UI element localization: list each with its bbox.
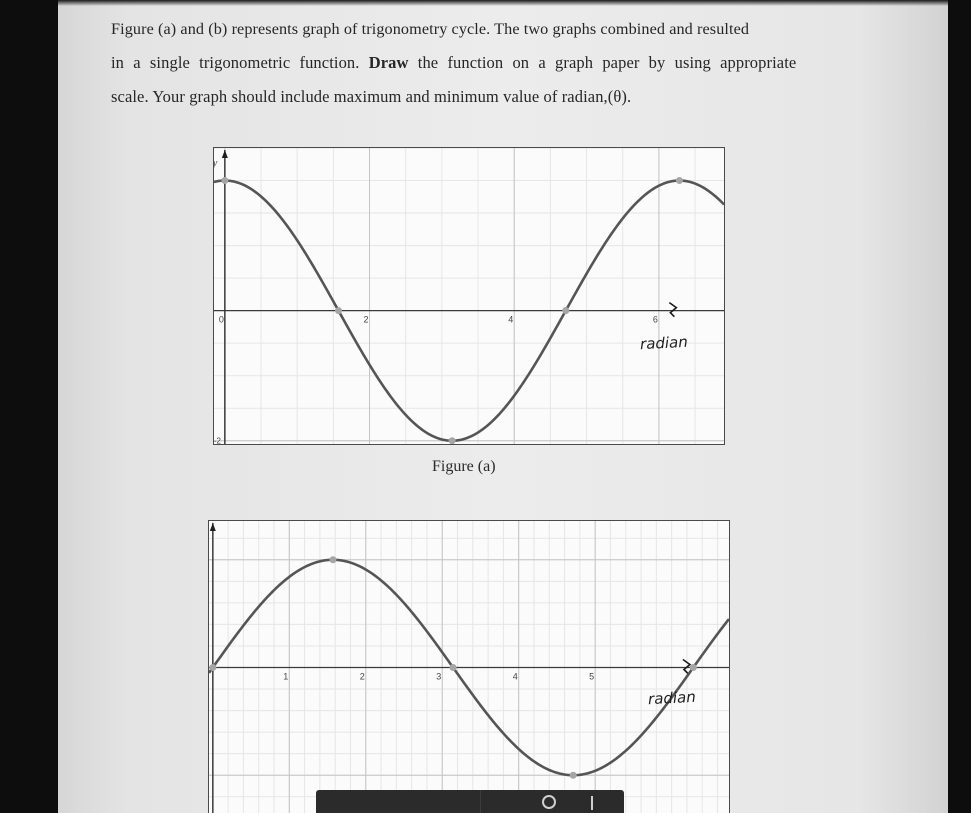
zoom-icon[interactable]: [542, 795, 556, 809]
figure-b-radian-annotation: radian: [647, 687, 697, 709]
more-options-icon[interactable]: [591, 796, 593, 810]
figure-b-key-point: [569, 771, 577, 779]
figure-b-x-tick-label: 4: [513, 672, 518, 682]
figure-a-curve: [214, 179, 724, 443]
figure-b-key-point: [689, 664, 697, 671]
figure-a-plot: y 0 2 4 6 -2: [214, 148, 724, 444]
figure-a-graph: y 0 2 4 6 -2: [213, 147, 725, 445]
figure-b-graph: y123455-5: [208, 520, 730, 813]
figure-a-key-point: [334, 307, 342, 315]
figure-a-y-axis-label: y: [214, 158, 218, 169]
figure-a-y-tick-label: -2: [214, 437, 222, 444]
figure-a-y-axis-arrow: [221, 150, 228, 158]
question-line-1: Figure (a) and (b) represents graph of t…: [111, 20, 750, 38]
question-text: Figure (a) and (b) represents graph of t…: [111, 12, 831, 114]
figure-a-key-point: [448, 437, 456, 444]
figure-a-key-point: [675, 177, 683, 185]
figure-b-x-tick-label: 5: [589, 672, 594, 682]
page-navigation[interactable]: [316, 790, 481, 813]
figure-b-x-tick-label: 1: [283, 672, 288, 682]
figure-b-key-point: [329, 556, 337, 564]
document-page: Figure (a) and (b) represents graph of t…: [58, 0, 948, 813]
figure-b-x-axis-arrow: [682, 658, 692, 675]
figure-b-x-tick-label: 3: [436, 672, 441, 682]
figure-b-x-tick-label: 2: [360, 672, 365, 682]
question-line-2: in a single trigonometric function. Draw…: [111, 53, 797, 72]
figure-b-curve: [209, 558, 729, 777]
figure-a-x-tick-label: 0: [219, 315, 224, 325]
figure-a-radian-annotation: radian: [639, 332, 689, 354]
figure-a-x-axis-arrow: [668, 301, 678, 318]
figure-a-key-point: [562, 307, 570, 315]
figure-b-y-axis-arrow: [209, 523, 216, 531]
question-line-3: scale. Your graph should include maximum…: [111, 87, 632, 106]
figure-a-caption: Figure (a): [432, 458, 496, 475]
figure-a-key-point: [221, 177, 229, 185]
figure-b-key-point: [449, 664, 457, 671]
figure-b-plot: y123455-5: [209, 521, 729, 813]
draw-keyword: Draw: [368, 53, 409, 72]
figure-a-x-tick-label: 2: [364, 315, 369, 325]
figure-a-x-tick-label: 6: [653, 315, 658, 325]
figure-b-key-point: [209, 664, 217, 671]
figure-a-x-tick-label: 4: [508, 315, 513, 325]
pdf-viewer-toolbar[interactable]: [316, 790, 624, 813]
